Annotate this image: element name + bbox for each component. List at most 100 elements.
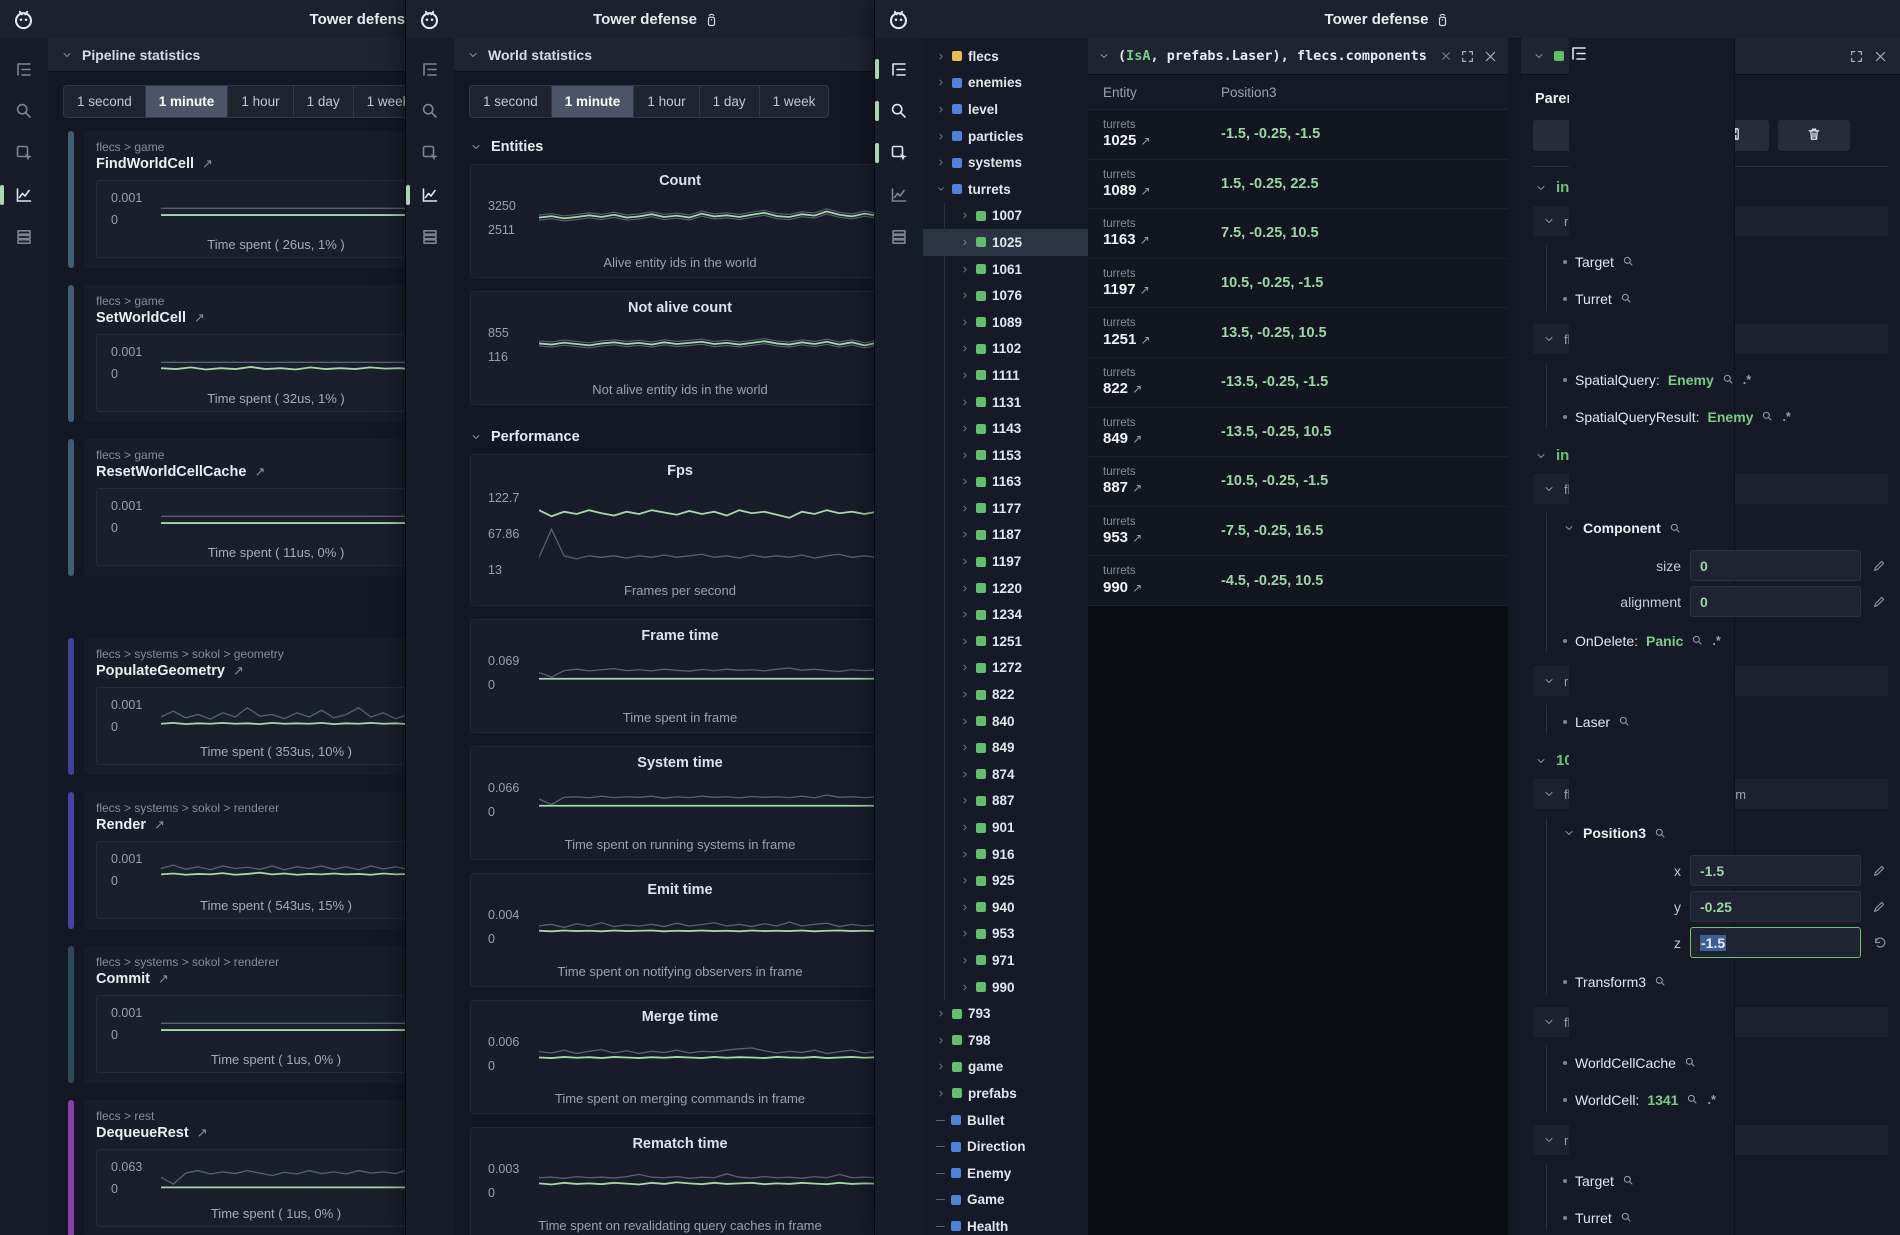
time-range-1-second[interactable]: 1 second	[64, 86, 146, 117]
tree-item-prefabs[interactable]: prefabs	[923, 1080, 1088, 1107]
tree-item-1102[interactable]: 1102	[923, 335, 1088, 363]
system-name-link[interactable]: FindWorldCell ↗	[96, 156, 213, 172]
inspect-icon[interactable]	[875, 138, 915, 168]
fullscreen-icon[interactable]	[1849, 49, 1864, 64]
search-icon[interactable]	[875, 96, 915, 126]
chevron-right-icon[interactable]	[960, 928, 970, 939]
rows-icon[interactable]	[414, 222, 446, 252]
time-range-1-hour[interactable]: 1 hour	[634, 86, 700, 117]
component-header-Position3[interactable]: Position3	[1563, 816, 1888, 850]
system-name-link[interactable]: SetWorldCell ↗	[96, 310, 205, 326]
tree-item-1089[interactable]: 1089	[923, 308, 1088, 336]
tree-item-940[interactable]: 940	[923, 894, 1088, 921]
magnifier-icon[interactable]	[1669, 522, 1682, 535]
delete-button[interactable]	[1778, 120, 1851, 151]
tree-item-1163[interactable]: 1163	[923, 468, 1088, 496]
chevron-down-icon[interactable]	[1533, 50, 1545, 62]
row-entity-link[interactable]: 1197 ↗	[1103, 281, 1150, 299]
tree-item-enemies[interactable]: enemies	[923, 70, 1088, 97]
tree-item-1177[interactable]: 1177	[923, 495, 1088, 522]
field-input-alignment[interactable]: 0	[1690, 586, 1861, 617]
undo-icon[interactable]	[1870, 935, 1888, 950]
chevron-right-icon[interactable]	[960, 662, 970, 673]
system-name-link[interactable]: Render ↗	[96, 817, 165, 833]
system-name-link[interactable]: DequeueRest ↗	[96, 1125, 208, 1141]
row-entity-link[interactable]: 1089 ↗	[1103, 181, 1151, 199]
chevron-right-icon[interactable]	[960, 450, 970, 461]
tree-item-game[interactable]: game	[923, 1054, 1088, 1081]
tree-item-Game[interactable]: Game	[923, 1187, 1088, 1214]
time-range-1-second[interactable]: 1 second	[470, 86, 552, 117]
tree-item-flecs[interactable]: flecs	[923, 43, 1088, 70]
magnifier-icon[interactable]	[1654, 827, 1667, 840]
magnifier-icon[interactable]	[1622, 1174, 1635, 1187]
rows-icon[interactable]	[883, 222, 915, 252]
window-titlebar[interactable]: Tower defense	[875, 0, 1900, 39]
time-range-1-week[interactable]: 1 week	[366, 94, 410, 109]
row-entity-link[interactable]: 822 ↗	[1103, 380, 1143, 398]
tree-item-1131[interactable]: 1131	[923, 388, 1088, 416]
magnifier-icon[interactable]	[1686, 1093, 1699, 1106]
search-icon[interactable]	[8, 96, 40, 126]
magnifier-icon[interactable]	[1620, 1211, 1633, 1224]
row-entity-link[interactable]: 990 ↗	[1103, 578, 1143, 596]
tree-item-1076[interactable]: 1076	[923, 282, 1088, 309]
tree-item-systems[interactable]: systems	[923, 149, 1088, 176]
chevron-right-icon[interactable]	[936, 1035, 946, 1046]
chevron-right-icon[interactable]	[960, 716, 970, 727]
row-entity-link[interactable]: 887 ↗	[1103, 479, 1143, 497]
tree-item-925[interactable]: 925	[923, 867, 1088, 894]
chevron-right-icon[interactable]	[960, 290, 970, 301]
magnifier-icon[interactable]	[1684, 1056, 1697, 1069]
chevron-right-icon[interactable]	[960, 423, 970, 434]
tree-item-1272[interactable]: 1272	[923, 654, 1088, 682]
world-panel-header[interactable]: World statistics	[454, 38, 906, 72]
query-result-row[interactable]: turrets 822 ↗ -13.5, -0.25, -1.5	[1088, 357, 1508, 408]
chevron-right-icon[interactable]	[960, 503, 970, 514]
field-input-size[interactable]: 0	[1690, 550, 1861, 581]
tree-item-1007[interactable]: 1007	[923, 202, 1088, 230]
magnifier-icon[interactable]	[1761, 410, 1774, 423]
tree-item-874[interactable]: 874	[923, 761, 1088, 788]
tree-item-1220[interactable]: 1220	[923, 574, 1088, 602]
section-header-entities[interactable]: Entities	[470, 128, 890, 164]
chevron-right-icon[interactable]	[936, 1088, 946, 1099]
time-range-1-minute[interactable]: 1 minute	[551, 86, 635, 117]
chart-icon[interactable]	[0, 180, 40, 210]
tree-item-1025[interactable]: 1025	[923, 229, 1088, 256]
time-range-1-day[interactable]: 1 day	[294, 86, 354, 117]
chevron-right-icon[interactable]	[960, 822, 970, 833]
tree-icon[interactable]	[8, 54, 40, 84]
inspect-icon[interactable]	[414, 138, 446, 168]
chevron-right-icon[interactable]	[936, 1008, 946, 1019]
component-header-Component[interactable]: Component	[1563, 511, 1888, 545]
time-range-1-minute[interactable]: 1 minute	[145, 86, 229, 117]
query-result-row[interactable]: turrets 1251 ↗ 13.5, -0.25, 10.5	[1088, 308, 1508, 358]
system-name-link[interactable]: PopulateGeometry ↗	[96, 663, 244, 679]
chart-icon[interactable]	[883, 180, 915, 210]
chart-icon[interactable]	[406, 180, 446, 210]
row-entity-link[interactable]: 953 ↗	[1103, 529, 1143, 547]
tree-icon[interactable]	[875, 54, 915, 84]
query-result-row[interactable]: turrets 1025 ↗ -1.5, -0.25, -1.5	[1088, 110, 1508, 160]
chevron-right-icon[interactable]	[960, 849, 970, 860]
search-icon[interactable]	[414, 96, 446, 126]
tree-item-1234[interactable]: 1234	[923, 601, 1088, 629]
chevron-right-icon[interactable]	[960, 609, 970, 620]
pencil-icon[interactable]	[1870, 863, 1888, 878]
pencil-icon[interactable]	[1870, 594, 1888, 609]
tree-item-1251[interactable]: 1251	[923, 628, 1088, 655]
chevron-right-icon[interactable]	[960, 982, 970, 993]
chevron-right-icon[interactable]	[960, 689, 970, 700]
chevron-right-icon[interactable]	[960, 343, 970, 354]
query-result-row[interactable]: turrets 1197 ↗ 10.5, -0.25, -1.5	[1088, 258, 1508, 309]
chevron-right-icon[interactable]	[936, 77, 946, 88]
tree-icon[interactable]	[414, 54, 446, 84]
tree-item-Enemy[interactable]: Enemy	[923, 1160, 1088, 1187]
chevron-right-icon[interactable]	[960, 636, 970, 647]
chevron-right-icon[interactable]	[936, 131, 946, 142]
tree-item-990[interactable]: 990	[923, 973, 1088, 1001]
field-input-x[interactable]: -1.5	[1690, 855, 1861, 886]
query-result-row[interactable]: turrets 849 ↗ -13.5, -0.25, 10.5	[1088, 407, 1508, 458]
tree-item-901[interactable]: 901	[923, 814, 1088, 841]
